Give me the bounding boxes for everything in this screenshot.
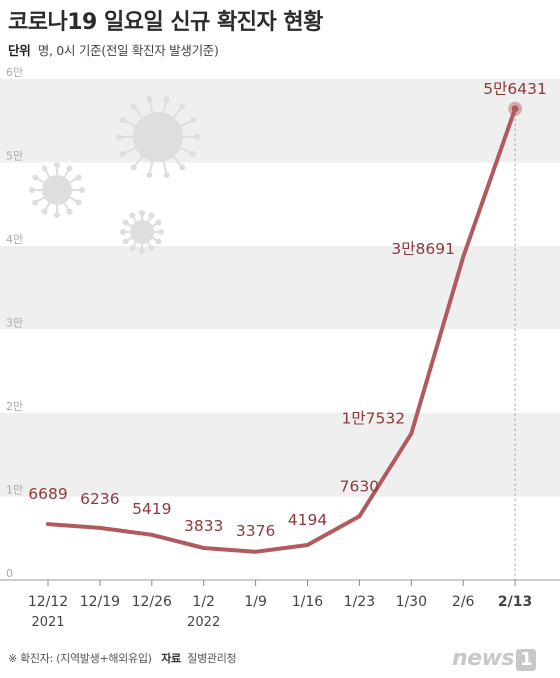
virus-spike-tip xyxy=(148,245,155,252)
unit-label: 단위 xyxy=(8,43,31,58)
virus-spike-tip xyxy=(194,134,200,140)
virus-spike-tip xyxy=(163,95,170,102)
virus-spike-tip xyxy=(119,150,126,157)
grid-bands xyxy=(0,79,560,497)
virus-spike-tip xyxy=(75,174,82,181)
y-tick-label: 0 xyxy=(6,567,13,580)
virus-illustration-icon xyxy=(29,95,200,254)
y-tick-label: 6만 xyxy=(6,66,23,79)
virus-body xyxy=(130,220,154,244)
chart-subtitle: 단위 명, 0시 기준(전일 확진자 발생기준) xyxy=(8,40,219,59)
virus-spike-tip xyxy=(66,165,73,172)
y-axis: 0 1만 2만 3만 4만 5만 6만 xyxy=(6,66,23,580)
y-tick-label: 2만 xyxy=(6,400,23,413)
unit-text: 명, 0시 기준(전일 확진자 발생기준) xyxy=(37,43,219,58)
virus-spike-tip xyxy=(158,229,164,235)
value-label: 6689 xyxy=(28,485,67,503)
virus-spike-tip xyxy=(148,212,155,219)
value-label: 5419 xyxy=(132,500,171,518)
virus-spike-tip xyxy=(116,134,122,140)
virus-spike-tip xyxy=(179,164,186,171)
virus-spike-tip xyxy=(130,103,137,110)
virus-spike-tip xyxy=(32,174,39,181)
virus-spike-tip xyxy=(119,117,126,124)
x-year-label: 2021 xyxy=(31,615,64,630)
value-label: 4194 xyxy=(288,511,327,529)
y-tick-label: 5만 xyxy=(6,150,23,163)
virus-spike-tip xyxy=(155,219,162,226)
x-tick-label: 1/9 xyxy=(244,594,267,610)
x-tick-label: 2/6 xyxy=(452,594,475,610)
value-label: 3만8691 xyxy=(391,240,455,258)
virus-spike-tip xyxy=(146,95,153,102)
virus-spike-tip xyxy=(190,117,197,124)
y-tick-label: 3만 xyxy=(6,317,23,330)
virus-spike-tip xyxy=(54,162,60,168)
virus-spike-tip xyxy=(75,199,82,206)
virus-spike-tip xyxy=(163,172,170,179)
virus-spike-tip xyxy=(129,245,136,252)
virus-spike-tip xyxy=(66,208,73,215)
virus-spike-tip xyxy=(122,238,129,245)
x-tick-label: 12/12 xyxy=(28,594,68,610)
virus-spike-tip xyxy=(155,238,162,245)
virus-spike-tip xyxy=(139,210,145,216)
virus-spike-tip xyxy=(146,172,153,179)
chart-title: 코로나19 일요일 신규 확진자 현황 xyxy=(8,10,323,35)
x-tick-label: 12/26 xyxy=(132,594,172,610)
virus-spike-tip xyxy=(29,187,35,193)
virus-spike-tip xyxy=(54,212,60,218)
virus-spike-tip xyxy=(41,208,48,215)
source-text: 질병관리청 xyxy=(187,652,237,665)
grid-band xyxy=(0,79,560,163)
logo-suffix: 1 xyxy=(516,649,537,671)
x-axis: 12/12 12/19 12/26 1/2 1/9 1/16 1/23 1/30 2/6 2/13… xyxy=(0,579,560,630)
virus-spike-tip xyxy=(41,165,48,172)
grid-band xyxy=(0,413,560,497)
x-tick-label: 2/13 xyxy=(498,594,532,610)
footnote: ※ 확진자: (지역발생+해외유입) 자료 질병관리청 xyxy=(8,650,237,666)
value-label: 3376 xyxy=(236,522,275,540)
x-tick-label: 1/23 xyxy=(344,594,375,610)
source-label: 자료 xyxy=(161,652,181,665)
virus-spike-tip xyxy=(32,199,39,206)
x-year-label: 2022 xyxy=(187,615,220,630)
footnote-note: ※ 확진자: (지역발생+해외유입) xyxy=(8,652,152,665)
virus-spike-tip xyxy=(139,248,145,254)
x-tick-label: 1/30 xyxy=(396,594,427,610)
value-labels: 6689 6236 5419 3833 3376 4194 7630 1만7532 3만8691… xyxy=(28,80,547,540)
y-tick-label: 4만 xyxy=(6,233,23,246)
y-tick-label: 1만 xyxy=(6,484,23,497)
virus-spike-tip xyxy=(129,212,136,219)
virus-spike-tip xyxy=(79,187,85,193)
value-label: 7630 xyxy=(340,477,379,495)
x-tick-label: 12/19 xyxy=(80,594,120,610)
virus-spike-tip xyxy=(120,229,126,235)
x-tick-label: 1/16 xyxy=(292,594,324,610)
virus-spike-tip xyxy=(130,164,137,171)
series-line xyxy=(46,106,518,554)
virus-body xyxy=(133,112,183,162)
data-point xyxy=(511,105,519,113)
grid-band xyxy=(0,246,560,330)
virus-spike-tip xyxy=(122,219,129,226)
data-points xyxy=(508,101,523,116)
news1-logo: news 1 xyxy=(452,646,537,671)
logo-text: news xyxy=(452,646,515,671)
virus-spike-tip xyxy=(190,150,197,157)
value-label: 5만6431 xyxy=(483,80,547,98)
x-tick-label: 1/2 xyxy=(192,594,215,610)
virus-body xyxy=(42,175,72,205)
virus-spike-tip xyxy=(179,103,186,110)
value-label: 3833 xyxy=(184,517,223,535)
value-label: 6236 xyxy=(80,490,119,508)
value-label: 1만7532 xyxy=(342,410,406,428)
